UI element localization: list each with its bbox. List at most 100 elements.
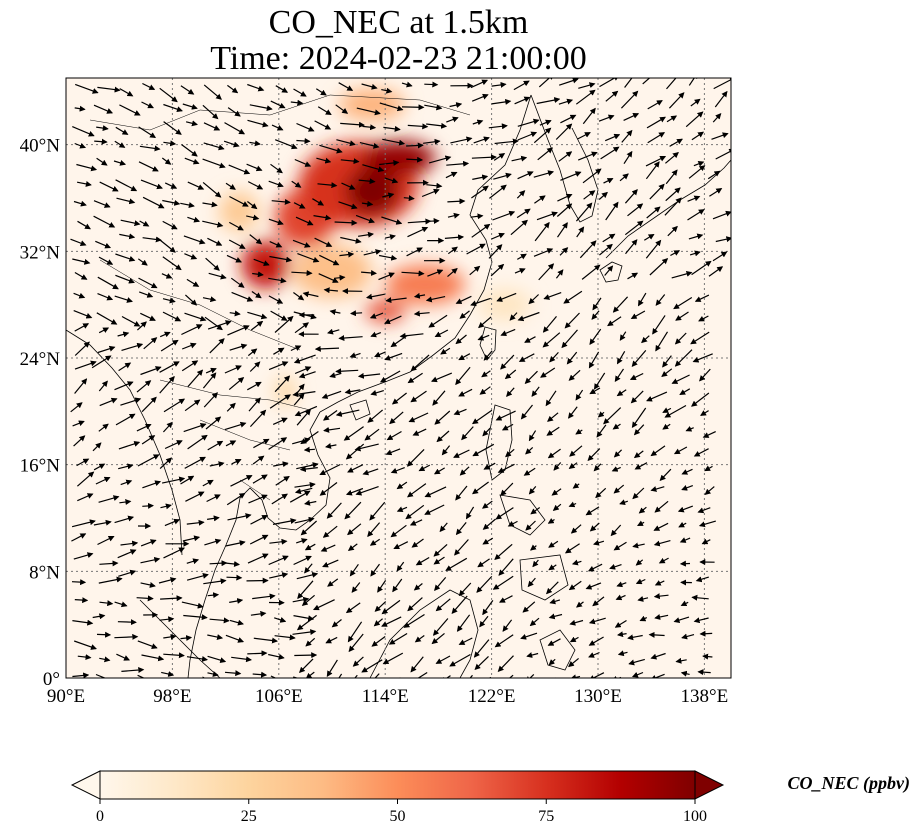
wind-arrow xyxy=(678,521,687,528)
wind-arrow xyxy=(184,294,198,306)
wind-arrow xyxy=(253,258,270,266)
wind-arrow xyxy=(450,136,473,144)
wind-arrow xyxy=(385,297,407,304)
wind-arrow xyxy=(271,124,284,131)
wind-arrow xyxy=(509,312,518,321)
wind-arrow xyxy=(455,485,468,501)
wind-arrow xyxy=(115,413,136,426)
wind-arrow xyxy=(647,132,666,144)
wind-arrow xyxy=(180,85,195,95)
wind-arrow xyxy=(340,236,362,244)
wind-arrow xyxy=(431,632,445,645)
wind-arrow xyxy=(704,465,713,472)
wind-arrow xyxy=(482,518,496,530)
wind-arrow xyxy=(294,366,312,375)
wind-arrow xyxy=(159,331,171,338)
wind-arrow xyxy=(533,127,552,144)
wind-arrow xyxy=(292,629,317,636)
wind-arrow xyxy=(693,448,709,457)
wind-arrow xyxy=(119,233,136,240)
wind-arrow xyxy=(361,200,374,207)
wind-arrow xyxy=(650,673,665,678)
wind-arrow xyxy=(674,332,687,345)
wind-arrow xyxy=(187,181,205,190)
wind-arrow xyxy=(382,652,404,665)
wind-arrow xyxy=(675,311,689,321)
wind-arrow xyxy=(203,142,225,151)
wind-arrow xyxy=(591,310,600,320)
wind-arrow xyxy=(406,483,427,498)
plume-2 xyxy=(218,191,259,232)
wind-arrow xyxy=(410,656,424,673)
wind-arrow xyxy=(98,495,120,503)
wind-arrow xyxy=(138,161,159,172)
wind-arrow xyxy=(611,466,621,472)
wind-arrow xyxy=(186,655,208,662)
wind-arrow xyxy=(320,544,336,552)
wind-arrow xyxy=(413,292,426,299)
wind-arrow xyxy=(665,187,681,202)
wind-arrow xyxy=(685,426,694,432)
wind-arrow xyxy=(120,540,139,547)
wind-arrow xyxy=(96,125,109,132)
wind-arrow xyxy=(382,138,406,146)
wind-arrow xyxy=(613,449,623,458)
wind-arrow xyxy=(338,201,358,210)
wind-arrow xyxy=(352,656,364,667)
wind-arrow xyxy=(93,215,116,228)
wind-arrow xyxy=(407,123,429,130)
wind-arrow xyxy=(572,482,580,489)
wind-arrow xyxy=(588,617,606,625)
wind-arrow xyxy=(552,503,562,511)
wind-arrow xyxy=(183,235,206,245)
wind-arrow xyxy=(252,671,268,678)
wind-arrow xyxy=(293,555,312,566)
plume-11 xyxy=(345,167,399,216)
wind-arrow xyxy=(73,552,94,560)
wind-arrow xyxy=(184,456,206,469)
wind-arrow xyxy=(455,295,472,304)
wind-arrow xyxy=(76,180,92,187)
wind-arrow xyxy=(401,81,413,88)
wind-arrow xyxy=(525,520,536,531)
wind-arrow xyxy=(227,325,250,336)
wind-arrow xyxy=(345,487,364,496)
wind-arrow xyxy=(204,316,223,331)
wind-arrow xyxy=(362,124,377,131)
lon-tick-label: 114°E xyxy=(362,686,409,707)
wind-arrow xyxy=(425,296,446,303)
wind-arrow xyxy=(666,78,682,90)
wind-arrow xyxy=(347,621,363,643)
wind-arrow xyxy=(671,374,690,384)
wind-arrow xyxy=(202,104,219,120)
wind-arrow xyxy=(136,380,152,393)
wind-arrow xyxy=(247,311,268,320)
wind-arrow xyxy=(631,671,644,678)
wind-arrow xyxy=(119,104,141,116)
wind-arrow xyxy=(289,490,311,503)
wind-arrow xyxy=(162,199,181,206)
wind-arrow xyxy=(275,475,290,486)
wind-arrow xyxy=(440,347,451,355)
lat-tick-label: 32°N xyxy=(20,242,61,263)
wind-arrow xyxy=(612,296,629,313)
wind-arrow xyxy=(654,614,669,620)
wind-arrow xyxy=(121,342,144,351)
wind-arrow xyxy=(639,615,648,622)
wind-arrow xyxy=(432,618,449,636)
wind-arrow xyxy=(269,538,288,545)
colorbar-ticks: 0 25 50 75 100 xyxy=(96,799,707,825)
wind-arrow xyxy=(412,428,427,436)
wind-arrow xyxy=(483,462,496,470)
wind-arrow xyxy=(446,160,470,167)
wind-arrow xyxy=(248,397,261,412)
wind-arrow xyxy=(461,426,474,441)
wind-arrow xyxy=(549,351,559,363)
wind-arrow xyxy=(161,671,175,677)
wind-arrow xyxy=(685,111,704,128)
wind-arrow xyxy=(141,654,165,662)
wind-arrow xyxy=(491,98,512,105)
wind-arrow xyxy=(300,520,318,536)
wind-arrow xyxy=(159,375,175,394)
wind-arrow xyxy=(362,164,385,173)
